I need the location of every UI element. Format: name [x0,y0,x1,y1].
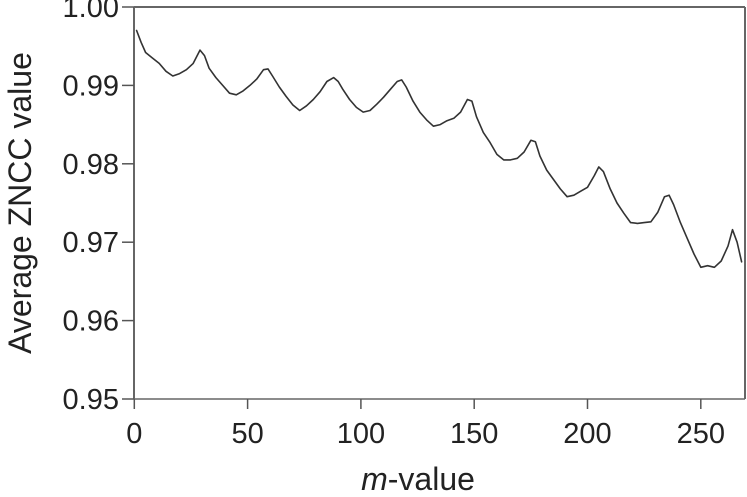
x-axis-title-italic: m [361,461,388,497]
y-tick-label: 0.95 [63,384,119,416]
x-axis: 0 50 100 150 200 250 [126,399,725,450]
x-tick-label: 100 [337,418,385,450]
y-axis: 0.95 0.96 0.97 0.98 0.99 1.00 [63,0,134,416]
y-tick-label: 1.00 [63,0,119,24]
x-axis-title: m-value [361,461,475,497]
data-line-average-zncc [135,29,743,269]
plot-frame [133,6,746,400]
y-tick-label: 0.99 [63,70,119,102]
x-tick-label: 0 [126,418,142,450]
x-axis-title-rest: -value [388,461,475,497]
x-tick-label: 250 [677,418,725,450]
y-tick-label: 0.97 [63,227,119,259]
x-tick-label: 200 [563,418,611,450]
y-tick-label: 0.96 [63,306,119,338]
y-axis-title: Average ZNCC value [2,52,38,354]
x-tick-label: 150 [450,418,498,450]
y-tick-label: 0.98 [63,149,119,181]
x-tick-label: 50 [231,418,263,450]
